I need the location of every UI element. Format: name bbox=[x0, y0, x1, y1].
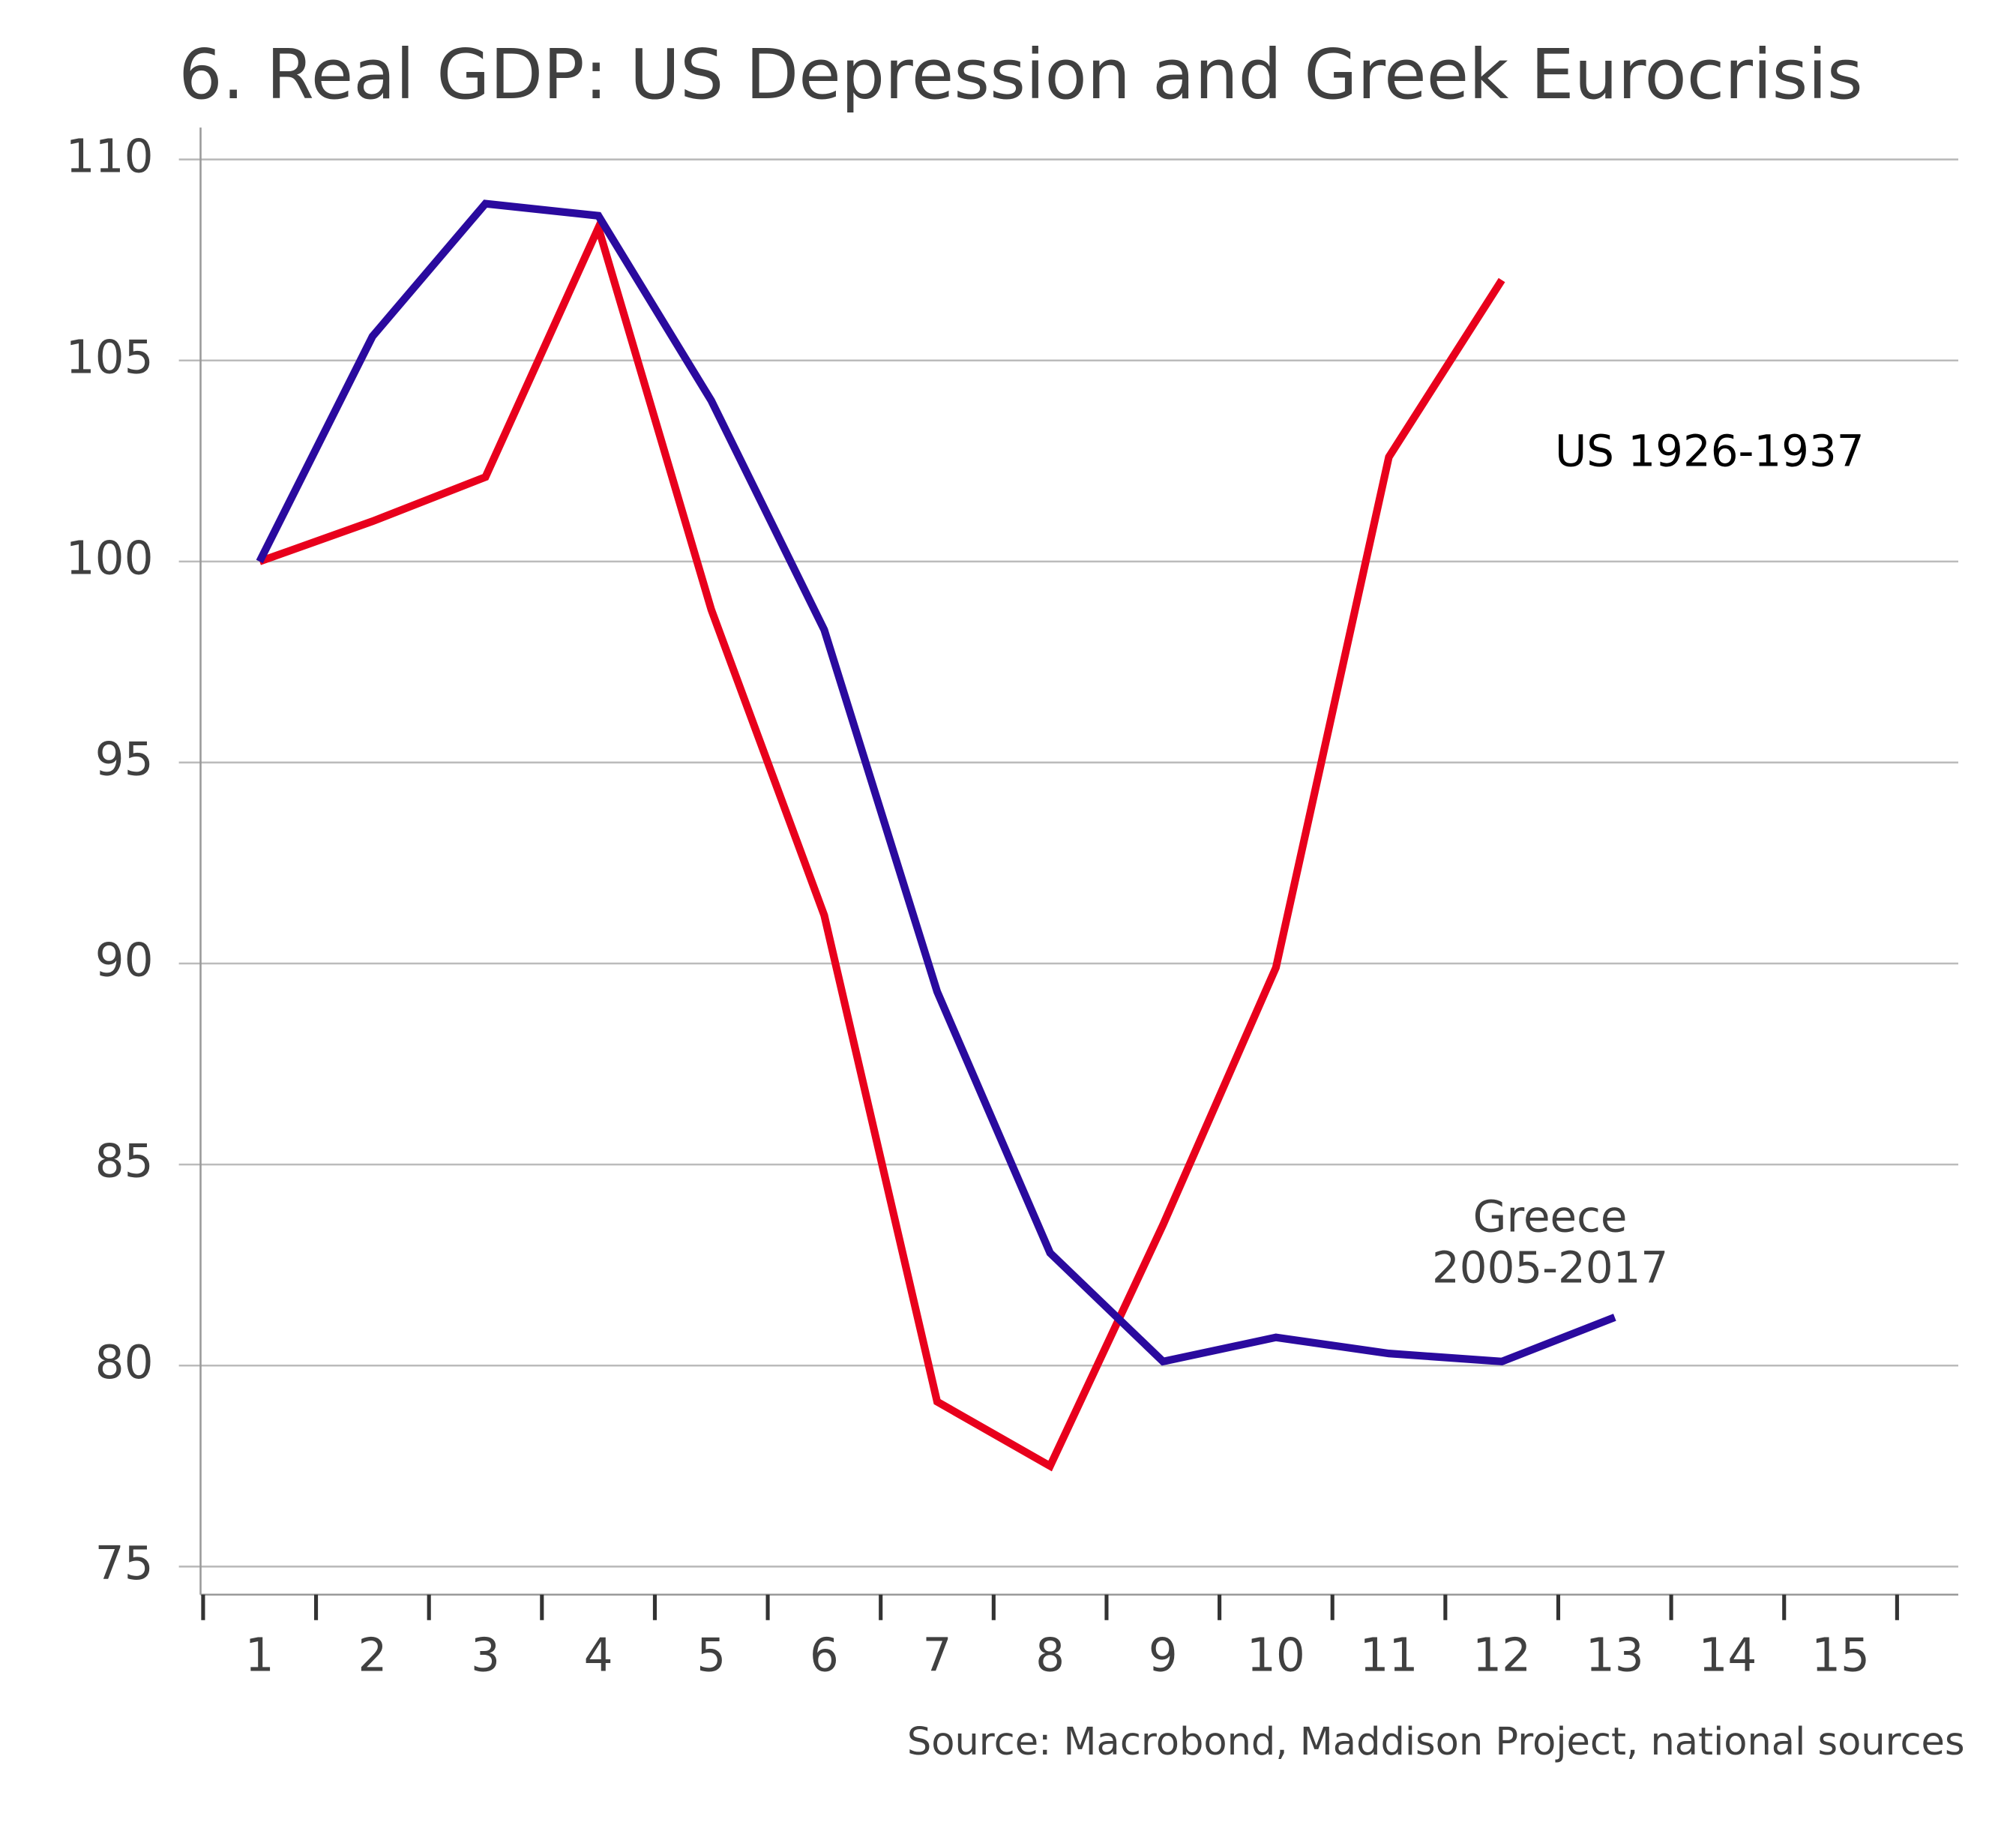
x-tick-label: 14 bbox=[1698, 1629, 1757, 1682]
x-tick-label: 10 bbox=[1247, 1629, 1305, 1682]
x-tick-label: 5 bbox=[696, 1629, 726, 1682]
x-tick-label: 3 bbox=[471, 1629, 500, 1682]
x-tick-label: 11 bbox=[1360, 1629, 1418, 1682]
x-tick-label: 6 bbox=[810, 1629, 839, 1682]
x-tick-label: 4 bbox=[584, 1629, 613, 1682]
y-tick-label: 105 bbox=[66, 331, 154, 384]
series-line bbox=[258, 217, 1505, 1472]
y-tick-label: 110 bbox=[66, 130, 154, 183]
y-tick-label: 80 bbox=[95, 1336, 154, 1389]
annotation-line: 2005-2017 bbox=[1432, 1242, 1668, 1293]
annotation-line: Greece bbox=[1473, 1191, 1628, 1242]
x-tick-label: 7 bbox=[923, 1629, 952, 1682]
annotation: Greece 2005-2017 bbox=[1432, 1191, 1668, 1293]
chart-title: 6. Real GDP: US Depression and Greek Eur… bbox=[178, 34, 1863, 115]
source-note: Source: Macrobond, Maddison Project, nat… bbox=[907, 1720, 1965, 1764]
y-tick-label: 100 bbox=[66, 532, 154, 585]
y-tick-label: 75 bbox=[95, 1537, 154, 1590]
y-tick-label: 95 bbox=[95, 733, 154, 787]
y-tick-label: 90 bbox=[95, 934, 154, 987]
x-tick-label: 1 bbox=[245, 1629, 274, 1682]
x-tick-label: 2 bbox=[358, 1629, 387, 1682]
x-tick-label: 12 bbox=[1472, 1629, 1531, 1682]
x-tick-label: 13 bbox=[1586, 1629, 1644, 1682]
x-tick-label: 9 bbox=[1149, 1629, 1178, 1682]
x-tick-label: 15 bbox=[1811, 1629, 1870, 1682]
series-line bbox=[256, 199, 1616, 1366]
annotation: US 1926-1937 bbox=[1555, 426, 1865, 477]
x-tick-label: 8 bbox=[1035, 1629, 1065, 1682]
y-tick-label: 85 bbox=[95, 1135, 154, 1188]
annotation-line: US 1926-1937 bbox=[1555, 426, 1865, 477]
